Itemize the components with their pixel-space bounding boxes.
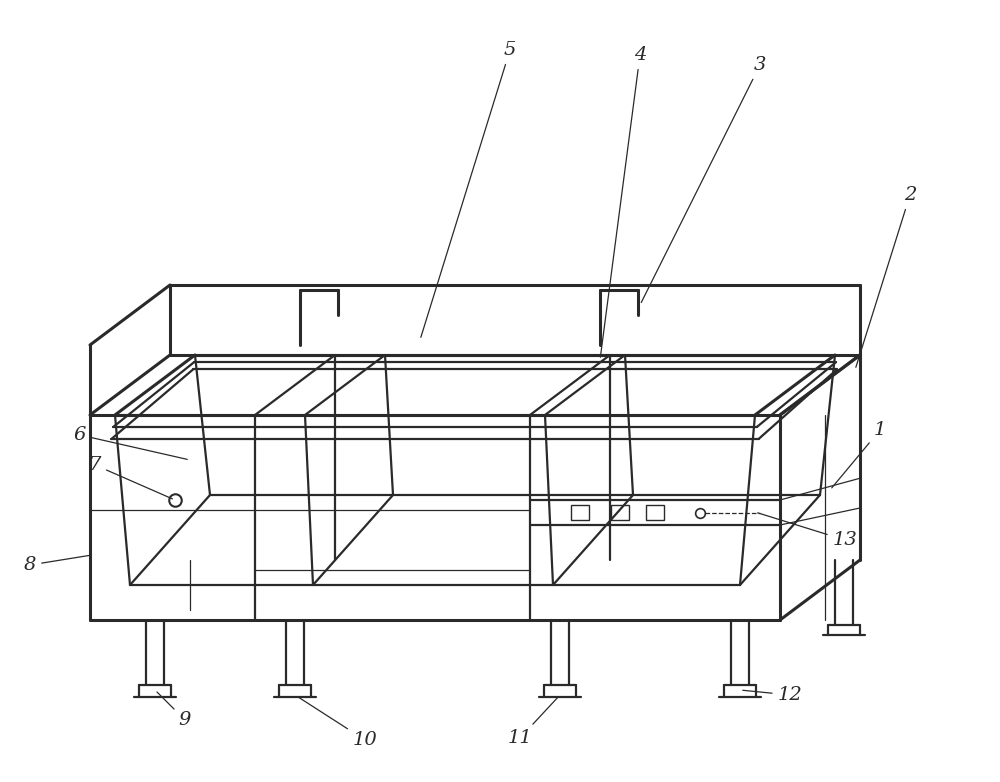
Text: 6: 6 (74, 426, 187, 459)
Text: 3: 3 (641, 56, 766, 303)
Text: 12: 12 (743, 686, 802, 704)
Text: 11: 11 (508, 697, 558, 747)
Text: 1: 1 (832, 421, 886, 488)
Text: 10: 10 (297, 697, 377, 749)
Text: 8: 8 (24, 555, 89, 574)
Text: 2: 2 (856, 186, 916, 368)
Text: 13: 13 (758, 513, 857, 549)
Text: 9: 9 (157, 692, 191, 729)
Text: 4: 4 (600, 46, 646, 357)
Text: 5: 5 (421, 41, 516, 337)
Bar (611, 505, 629, 520)
Bar (571, 505, 589, 520)
Bar (646, 505, 664, 520)
Text: 7: 7 (89, 456, 172, 499)
